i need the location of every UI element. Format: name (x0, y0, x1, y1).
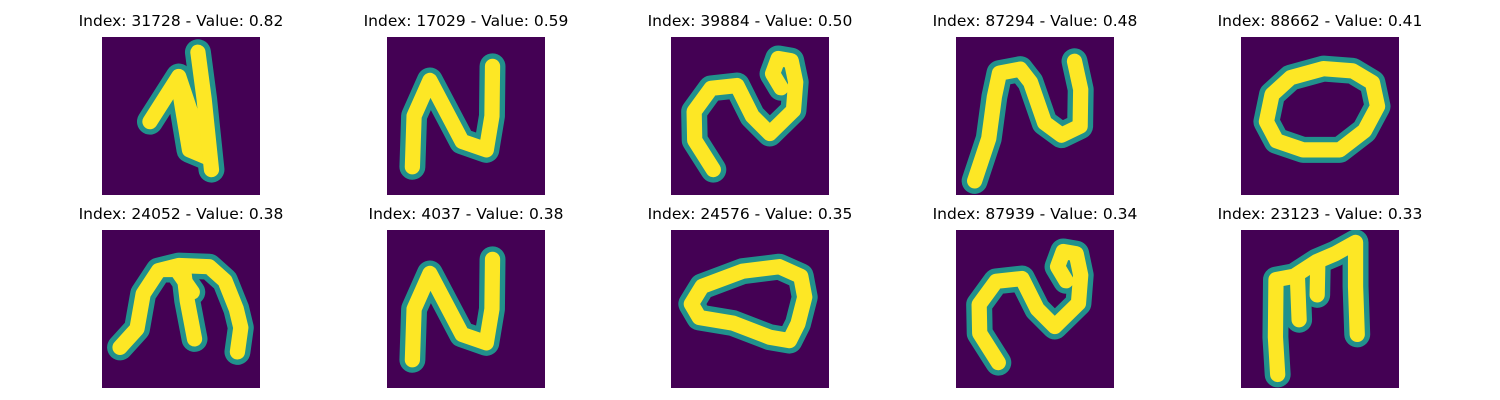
panel-title: Index: 23123 - Value: 0.33 (1217, 205, 1423, 223)
digit-stroke (683, 259, 813, 349)
panel-title: Index: 87294 - Value: 0.48 (932, 12, 1138, 30)
panel-title: Index: 4037 - Value: 0.38 (368, 205, 564, 223)
digit-stroke (156, 261, 200, 300)
digit-image (956, 37, 1114, 195)
digit-stroke (190, 44, 220, 178)
digit-stroke (1258, 60, 1386, 158)
digit-stroke (686, 50, 804, 178)
digit-stroke (971, 243, 1089, 371)
digit-image (387, 230, 545, 388)
panel-title: Index: 87939 - Value: 0.34 (932, 205, 1138, 223)
digit-image (102, 230, 260, 388)
digit-image (1241, 37, 1399, 195)
panel-title: Index: 24052 - Value: 0.38 (78, 205, 284, 223)
panel-title: Index: 31728 - Value: 0.82 (78, 12, 284, 30)
digit-stroke (967, 53, 1089, 189)
digit-image (671, 230, 829, 388)
digit-stroke (404, 58, 501, 175)
digit-image (956, 230, 1114, 388)
panel-title: Index: 39884 - Value: 0.50 (647, 12, 853, 30)
digit-image (387, 37, 545, 195)
digit-stroke (404, 251, 501, 368)
panel-title: Index: 17029 - Value: 0.59 (363, 12, 569, 30)
digit-stroke (112, 257, 249, 360)
panel-title: Index: 88662 - Value: 0.41 (1217, 12, 1423, 30)
panel-title: Index: 24576 - Value: 0.35 (647, 205, 853, 223)
digit-image (102, 37, 260, 195)
digit-stroke (1289, 269, 1307, 328)
digit-stroke (1309, 257, 1326, 303)
digit-image (1241, 230, 1399, 388)
digit-image (671, 37, 829, 195)
